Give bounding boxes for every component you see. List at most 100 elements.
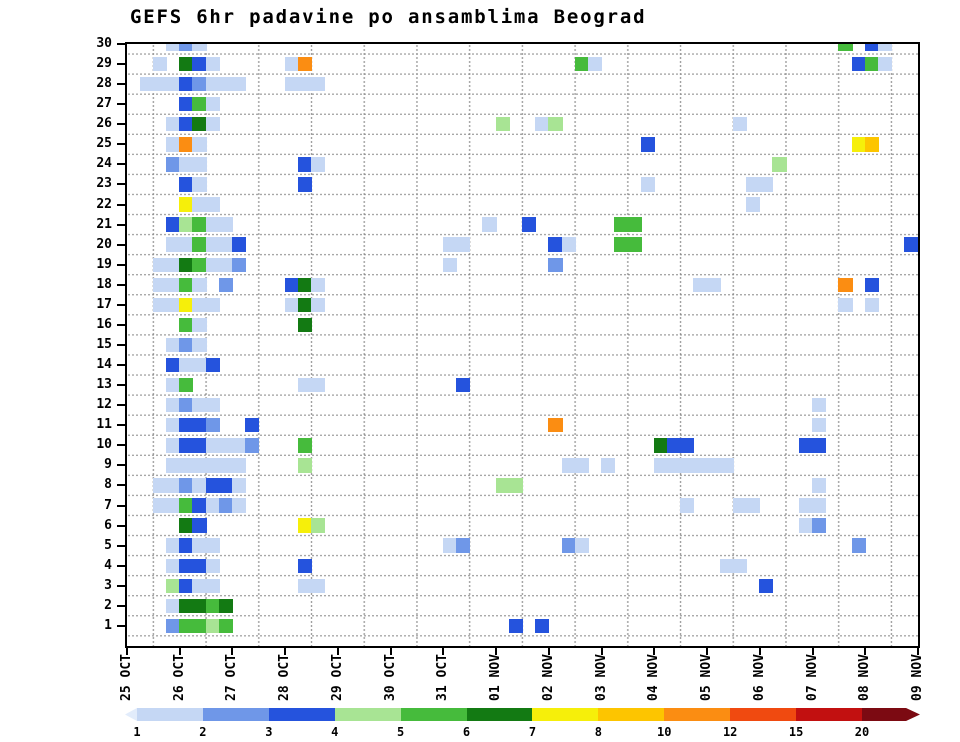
legend-label: 6	[462, 725, 471, 739]
heatmap-cell	[297, 157, 313, 172]
heatmap-cell	[205, 438, 220, 453]
heatmap-cell	[284, 56, 299, 72]
heatmap-cell	[192, 117, 207, 132]
heatmap-cell	[179, 137, 194, 152]
legend-segment	[796, 708, 862, 721]
heatmap-cell	[179, 56, 194, 72]
heatmap-cell	[179, 177, 194, 192]
x-tick-label: 31 OCT	[435, 654, 451, 701]
y-tick	[117, 584, 125, 587]
heatmap-cell	[166, 76, 181, 92]
heatmap-cell	[205, 598, 220, 614]
heatmap-cell	[179, 558, 194, 573]
heatmap-cell	[864, 56, 879, 72]
heatmap-cell	[864, 137, 879, 152]
y-tick	[117, 83, 125, 86]
heatmap-cell	[851, 538, 866, 553]
heatmap-cell	[297, 76, 313, 92]
legend-segment	[268, 708, 335, 721]
y-tick-label: 15	[96, 337, 112, 352]
heatmap-cell	[179, 257, 194, 272]
heatmap-cell	[218, 618, 233, 634]
heatmap-cell	[166, 257, 181, 272]
heatmap-cell	[231, 257, 247, 272]
heatmap-cell	[311, 518, 326, 533]
heatmap-cell	[812, 397, 827, 413]
heatmap-cell	[179, 418, 194, 433]
y-tick	[117, 464, 125, 467]
y-tick-label: 9	[104, 457, 112, 473]
heatmap-cell	[456, 377, 471, 393]
x-tick-label: 27 OCT	[224, 654, 240, 701]
heatmap-cell	[838, 44, 853, 52]
heatmap-cell	[205, 197, 220, 212]
heatmap-cell	[179, 357, 194, 373]
heatmap-cell	[192, 618, 207, 634]
heatmap-cell	[179, 277, 194, 292]
heatmap-cell	[152, 498, 168, 513]
heatmap-cell	[152, 478, 168, 493]
heatmap-cell	[166, 558, 181, 573]
heatmap-cell	[561, 538, 576, 553]
x-tick-label: 02 NOV	[540, 654, 556, 701]
heatmap-cell	[192, 478, 207, 493]
y-tick-label: 30	[96, 36, 112, 51]
x-tick-label: 29 OCT	[329, 654, 345, 701]
y-tick	[117, 624, 125, 627]
y-tick	[117, 504, 125, 507]
y-tick	[117, 143, 125, 146]
legend-label: 7	[528, 725, 537, 739]
heatmap-cell	[152, 56, 168, 72]
heatmap-cell	[311, 297, 326, 313]
y-tick	[117, 163, 125, 166]
heatmap-cell	[205, 418, 220, 433]
heatmap-cell	[179, 237, 194, 252]
heatmap-cell	[746, 197, 761, 212]
y-tick-label: 21	[96, 216, 112, 232]
heatmap-cell	[166, 337, 181, 353]
y-tick	[117, 384, 125, 387]
heatmap-cell	[614, 237, 629, 252]
x-tick-label: 03 NOV	[593, 654, 609, 701]
heatmap-cell	[864, 277, 879, 292]
heatmap-cell	[179, 337, 194, 353]
heatmap-cell	[284, 297, 299, 313]
heatmap-cell	[179, 618, 194, 634]
x-tick-label: 25 OCT	[119, 654, 134, 701]
heatmap-cell	[166, 277, 181, 292]
heatmap-cell	[297, 578, 313, 593]
heatmap-cell	[614, 217, 629, 232]
heatmap-cell	[231, 458, 247, 473]
heatmap-cell	[192, 498, 207, 513]
legend-segment	[137, 708, 203, 721]
heatmap-cell	[192, 257, 207, 272]
heatmap-cell	[442, 237, 458, 252]
heatmap-cell	[192, 157, 207, 172]
legend-segment	[598, 708, 665, 721]
legend-label: 12	[722, 725, 738, 739]
y-tick-label: 28	[96, 76, 112, 92]
heatmap-cell	[192, 96, 207, 112]
heatmap-cell	[297, 458, 313, 473]
heatmap-cell	[192, 558, 207, 573]
heatmap-cell	[179, 538, 194, 553]
heatmap-cell	[192, 418, 207, 433]
heatmap-cell	[205, 56, 220, 72]
y-tick	[117, 323, 125, 326]
heatmap-cell	[192, 237, 207, 252]
heatmap-cell	[864, 297, 879, 313]
heatmap-cell	[231, 438, 247, 453]
heatmap-cell	[179, 377, 194, 393]
heatmap-cell	[693, 458, 708, 473]
heatmap-cell	[627, 217, 642, 232]
y-tick-label: 20	[96, 236, 112, 252]
heatmap-cell	[231, 237, 247, 252]
y-tick	[117, 404, 125, 407]
heatmap-cell	[732, 117, 748, 132]
heatmap-cell	[838, 277, 853, 292]
y-tick	[117, 183, 125, 186]
y-tick	[117, 344, 125, 346]
heatmap-cell	[192, 578, 207, 593]
heatmap-cell	[192, 317, 207, 333]
legend-label: 3	[265, 725, 273, 739]
